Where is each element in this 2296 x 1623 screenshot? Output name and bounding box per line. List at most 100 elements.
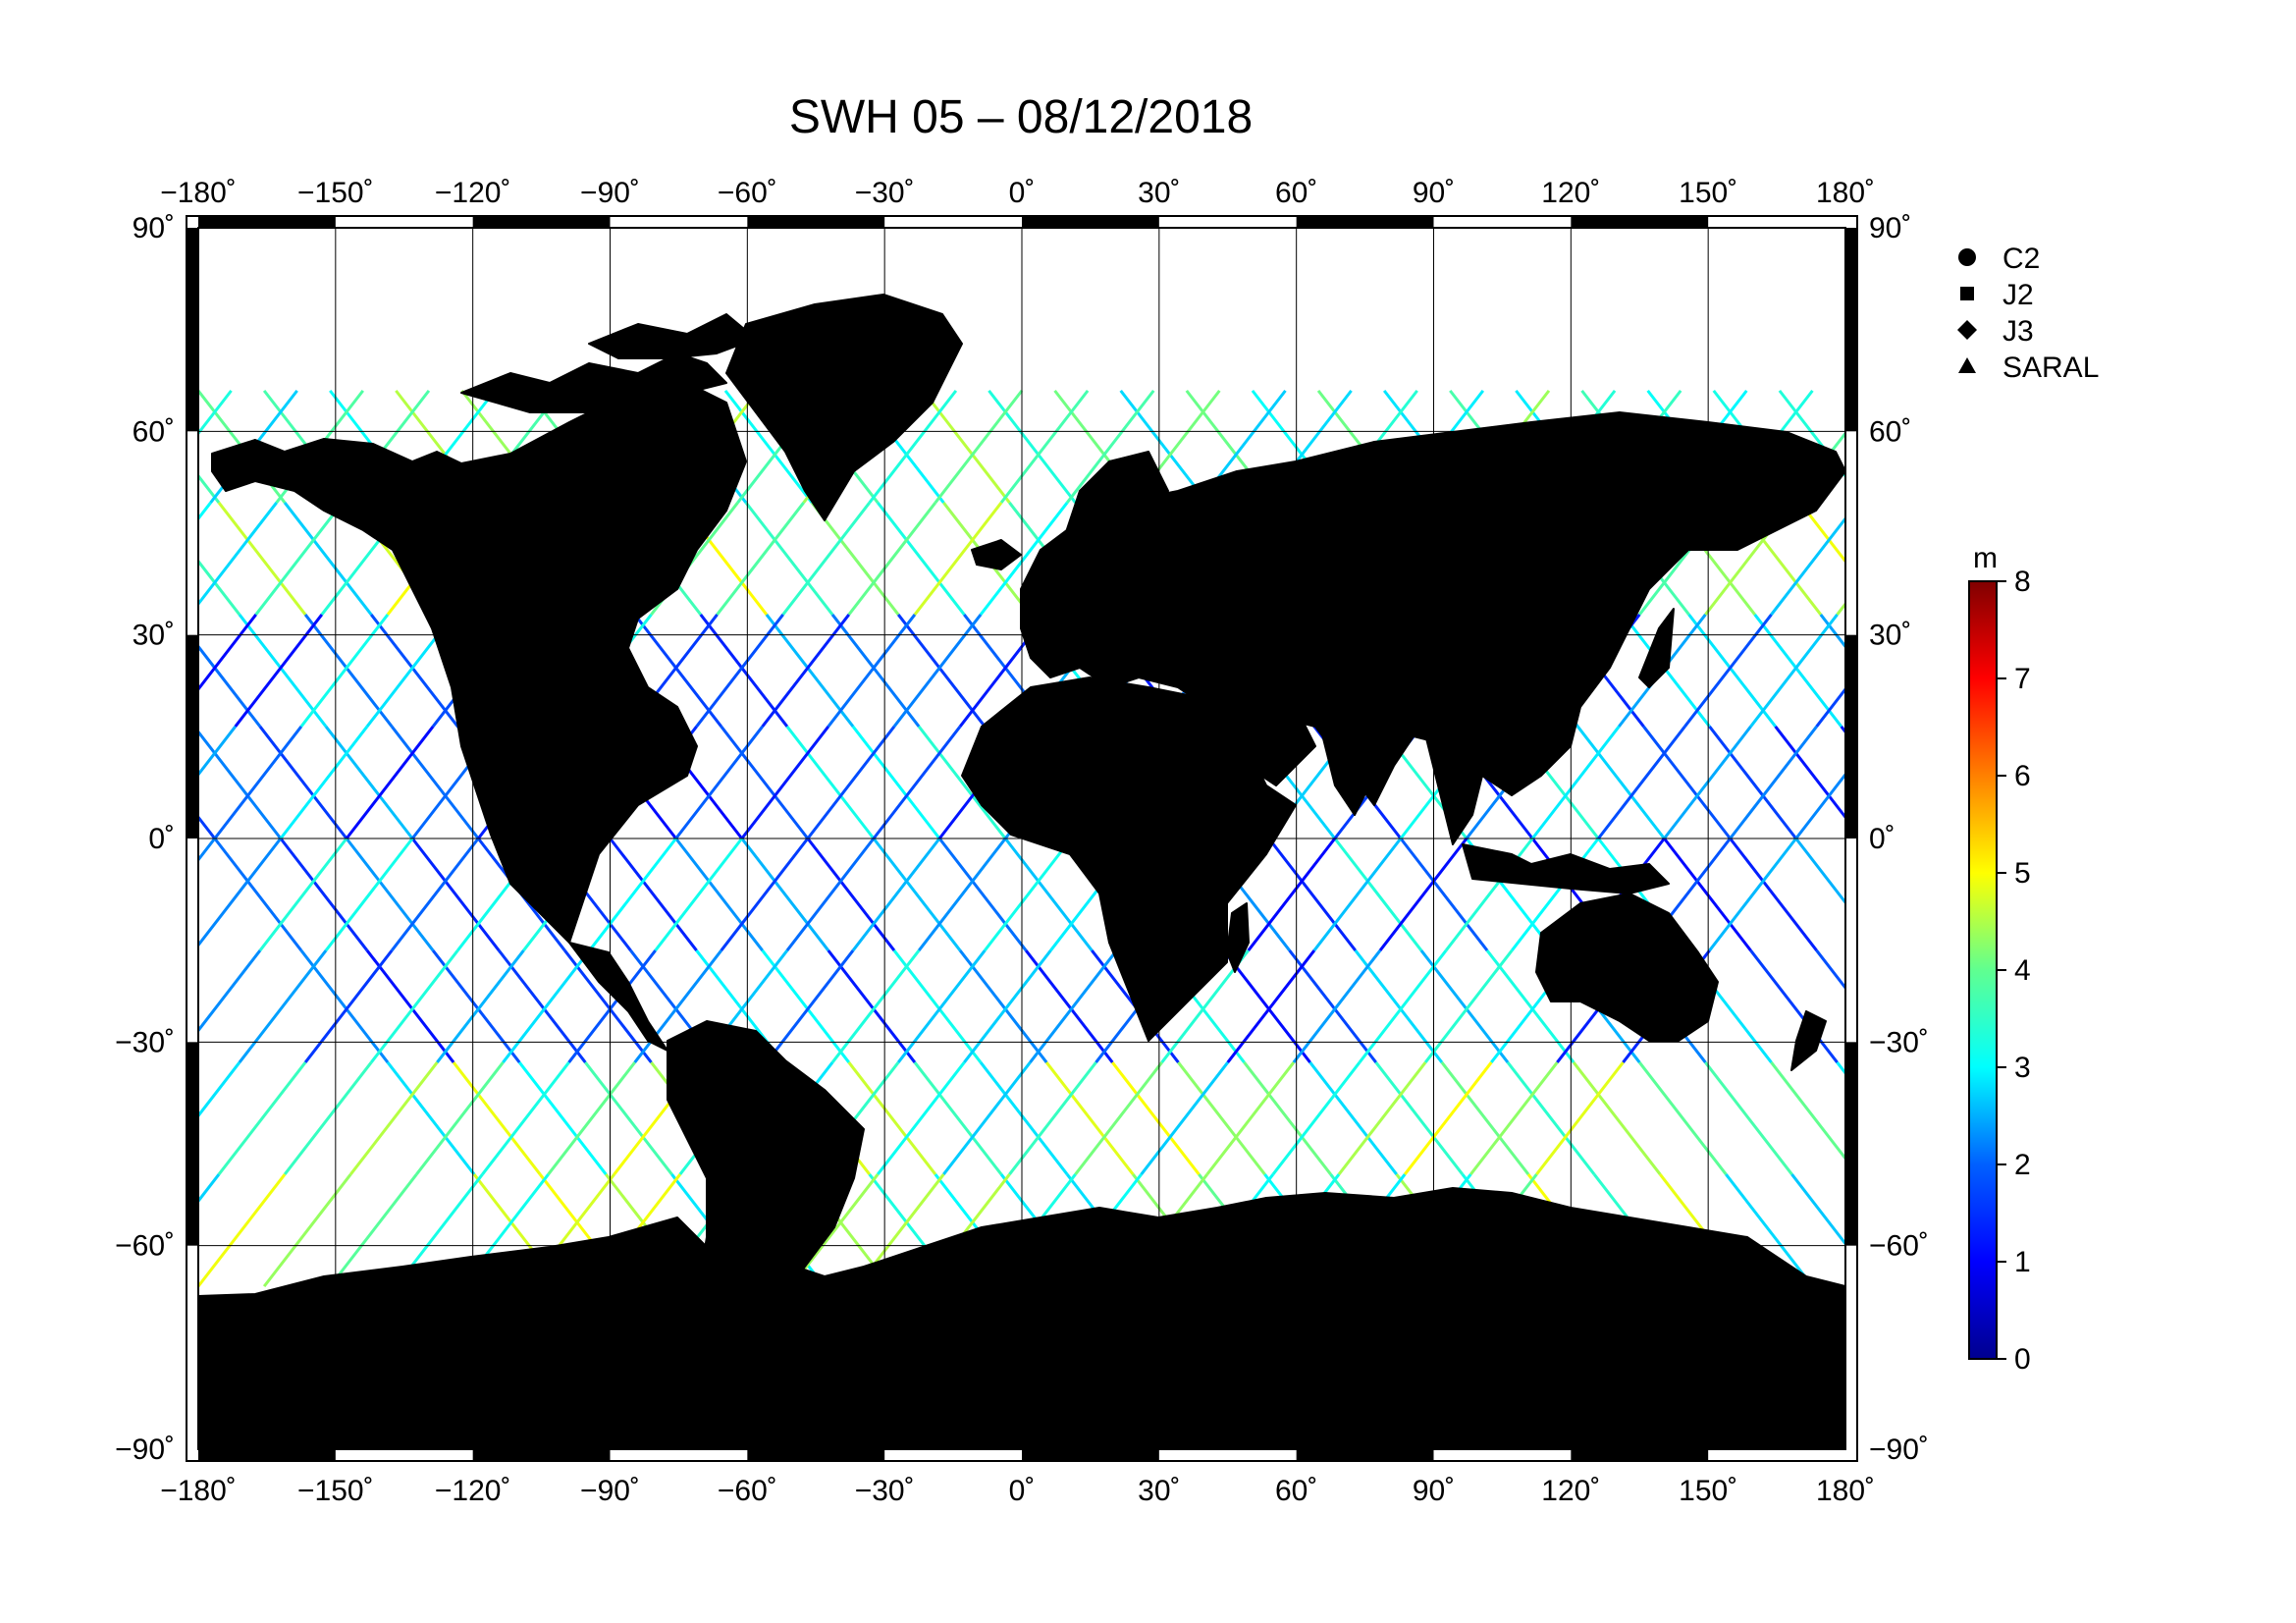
track-segment xyxy=(213,838,303,951)
track-segment xyxy=(279,838,369,951)
track-segment xyxy=(258,726,348,839)
track-segment xyxy=(198,1173,287,1288)
track-segment xyxy=(1687,614,1777,728)
track-segment xyxy=(1977,391,2063,503)
track-segment xyxy=(979,1061,1069,1176)
map-title: SWH 05 – 08/12/2018 xyxy=(788,91,1254,143)
track-segment xyxy=(262,1173,352,1288)
track-segment xyxy=(22,503,108,615)
track-segment xyxy=(258,838,348,951)
track-segment xyxy=(1642,726,1732,839)
legend-marker-triangle xyxy=(1958,357,1976,373)
land-japan xyxy=(1638,608,1675,688)
track-segment xyxy=(1004,838,1094,951)
track-segment xyxy=(1469,1061,1559,1176)
track-segment xyxy=(324,726,414,839)
track-segment xyxy=(1638,1061,1728,1176)
lat-label-left: 30˚ xyxy=(133,620,175,652)
track-segment xyxy=(0,1174,22,1286)
track-segment xyxy=(674,838,764,951)
colorbar-tick-label: 1 xyxy=(2014,1246,2031,1278)
track-segment xyxy=(851,726,941,839)
track-segment xyxy=(283,501,373,616)
track-segment xyxy=(988,389,1077,504)
lon-label-bottom: 180˚ xyxy=(1816,1475,1875,1507)
lat-label-left: 0˚ xyxy=(148,823,175,855)
track-segment xyxy=(872,838,962,951)
lon-label-bottom: 150˚ xyxy=(1679,1475,1737,1507)
frame-segment xyxy=(747,216,885,228)
frame-segment xyxy=(1296,216,1434,228)
legend-marker-circle xyxy=(1958,248,1976,266)
track-segment xyxy=(2146,950,2232,1062)
track-segment xyxy=(765,949,855,1063)
colorbar: m 0 1 2 3 4 5 6 7 8 xyxy=(1968,542,2031,1376)
track-segment xyxy=(654,838,743,951)
track-segment xyxy=(198,729,283,839)
track-segment xyxy=(633,614,722,728)
track-segment xyxy=(1374,1061,1465,1176)
track-segment xyxy=(198,559,241,616)
track-segment xyxy=(674,726,764,839)
colorbar-tick-label: 7 xyxy=(2014,663,2031,695)
track-segment xyxy=(917,838,1007,951)
lon-label-top: 180˚ xyxy=(1816,177,1875,209)
land-iceland xyxy=(971,539,1022,570)
track-segment xyxy=(2056,391,2142,503)
track-segment xyxy=(2187,1174,2273,1286)
track-segment xyxy=(1749,949,1839,1063)
frame-segment xyxy=(187,228,198,432)
track-segment xyxy=(345,838,435,951)
track-segment xyxy=(2170,727,2257,839)
track-segment xyxy=(254,501,345,616)
track-segment xyxy=(847,501,937,616)
track-segment xyxy=(17,727,103,839)
track-segment xyxy=(2277,950,2296,1062)
land-canadian-arctic xyxy=(460,352,727,413)
track-segment xyxy=(1271,1061,1362,1176)
frame-segment xyxy=(187,1042,198,1246)
track-segment xyxy=(2039,727,2125,839)
track-segment xyxy=(198,838,283,948)
track-segment xyxy=(999,389,1090,504)
track-segment xyxy=(584,1061,673,1176)
track-segment xyxy=(1683,614,1773,728)
lat-label-right: 60˚ xyxy=(1869,415,1911,448)
track-segment xyxy=(0,503,13,615)
frame-segment xyxy=(747,1449,885,1461)
track-segment xyxy=(22,1062,108,1174)
track-segment xyxy=(1354,949,1444,1063)
track-segment xyxy=(1798,501,1845,565)
lon-label-bottom: −60˚ xyxy=(718,1475,777,1507)
track-segment xyxy=(1729,838,1818,951)
track-segment xyxy=(1399,838,1489,951)
track-segment xyxy=(2216,615,2296,727)
lon-label-top: −90˚ xyxy=(580,177,640,209)
track-segment xyxy=(1337,1061,1427,1176)
track-segment xyxy=(1222,949,1311,1063)
track-segment xyxy=(1815,686,1845,728)
track-segment xyxy=(370,614,459,728)
track-segment xyxy=(299,614,390,728)
colorbar-tick-label: 0 xyxy=(2014,1343,2031,1376)
colorbar-tick-label: 2 xyxy=(2014,1149,2031,1181)
frame-segment xyxy=(1845,1042,1857,1246)
track-segment xyxy=(942,1061,1032,1176)
colorbar-tick-label: 8 xyxy=(2014,566,2031,598)
track-segment xyxy=(63,839,149,950)
track-segment xyxy=(0,503,42,615)
colorbar-gradient xyxy=(1968,580,1998,1360)
track-segment xyxy=(847,1061,937,1176)
track-segment xyxy=(1065,389,1155,504)
legend-marker-square xyxy=(1960,287,1974,300)
track-segment xyxy=(0,727,37,839)
track-segment xyxy=(827,614,917,728)
frame-segment xyxy=(472,216,611,228)
track-segment xyxy=(1226,949,1316,1063)
track-segment xyxy=(0,503,79,615)
track-segment xyxy=(198,614,257,692)
track-segment xyxy=(830,614,921,728)
lon-label-bottom: −150˚ xyxy=(297,1475,374,1507)
track-segment xyxy=(588,838,677,951)
track-segment xyxy=(917,726,1007,839)
